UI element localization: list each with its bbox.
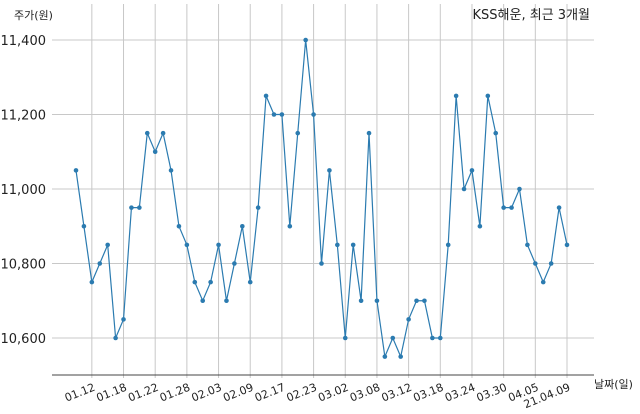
x-tick-label: 03.30 [475,381,509,405]
x-tick-label: 03.12 [380,381,414,405]
price-line [75,39,568,359]
data-point [461,186,467,192]
data-point [517,186,522,192]
data-point [216,242,221,248]
data-point [129,205,134,210]
x-tick-label: 01.28 [158,381,192,405]
data-point [176,223,182,229]
data-point [509,205,514,210]
data-point [374,298,380,304]
data-point [350,242,356,248]
data-point [287,223,293,229]
data-point [556,205,562,210]
data-point [295,130,301,136]
data-point [303,37,308,43]
data-point [564,242,570,248]
y-tick-label: 11,200 [1,109,47,124]
x-tick-label: 02.23 [285,381,319,405]
data-point [232,261,237,266]
x-tick-label: 02.03 [190,381,224,405]
vertical-gridlines [91,4,568,378]
data-point [89,279,95,285]
y-tick-labels: 10,600 10,800 11,000 11,200 11,400 [1,34,47,347]
data-point [430,335,435,341]
data-point [144,130,150,136]
price-points [73,37,570,359]
chart-title: KSS해운, 최근 3개월 [473,8,590,23]
data-point [469,168,475,173]
data-point [200,298,206,304]
x-tick-label: 03.24 [443,381,477,405]
data-point [501,205,506,210]
data-point [105,242,110,248]
data-point [192,279,198,285]
data-point [208,279,213,285]
data-point [97,261,103,266]
data-point [525,242,530,248]
x-tick-label: 01.22 [126,381,160,405]
x-axis-label: 날짜(일) [594,377,633,391]
x-tick-label: 03.18 [411,381,445,405]
x-tick-label: 03.08 [348,381,382,405]
data-point [437,335,443,341]
data-point [327,168,332,173]
x-tick-label: 01.18 [95,381,129,405]
data-point [255,205,261,210]
data-point [319,261,324,266]
x-tick-label: 02.09 [221,381,255,405]
data-point [548,261,554,266]
data-point [263,93,269,99]
data-point [152,149,158,155]
data-point [453,93,459,99]
data-point [247,279,253,285]
x-tick-label: 01.12 [63,381,97,405]
data-point [224,298,229,304]
data-point [358,298,364,304]
x-tick-label: 03.02 [316,381,350,405]
data-point [73,168,79,173]
data-point [184,242,190,248]
data-point [422,298,427,304]
data-point [493,130,499,136]
y-tick-label: 10,800 [1,258,47,273]
data-point [485,93,491,99]
data-point [445,242,451,248]
data-point [414,298,419,304]
y-axis-label: 주가(원) [14,9,53,22]
data-point [533,261,538,266]
data-point [279,112,285,117]
data-point [113,335,118,341]
data-point [271,112,277,117]
data-point [540,279,546,285]
data-point [477,223,483,229]
x-tick-label: 02.17 [253,381,287,405]
y-tick-label: 10,600 [1,332,47,347]
data-point [137,205,142,210]
data-point [398,354,403,359]
data-point [168,168,174,173]
data-point [382,354,388,359]
data-point [366,130,372,136]
y-tick-label: 11,000 [1,183,47,198]
horizontal-gridlines [52,39,594,339]
data-point [390,335,396,341]
data-point [311,112,316,117]
data-point [342,335,348,341]
data-point [335,242,340,248]
data-point [121,317,126,322]
y-tick-label: 11,400 [1,34,47,49]
data-point [406,317,411,322]
data-point [81,223,87,229]
x-tick-labels: 01.1201.1801.2201.2802.0302.0902.1702.23… [63,381,572,411]
data-point [240,223,245,229]
data-point [160,130,166,136]
